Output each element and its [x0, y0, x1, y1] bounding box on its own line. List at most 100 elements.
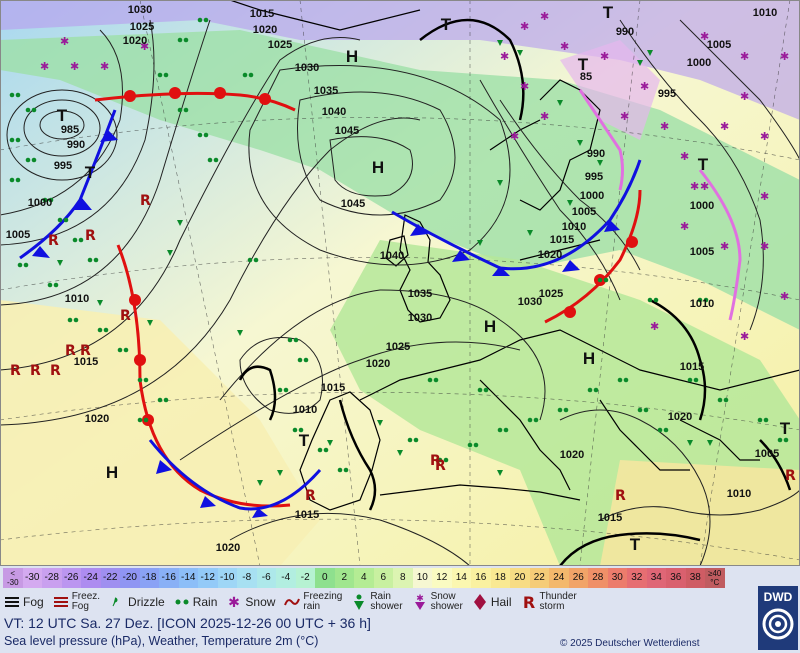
- valid-time: VT: 12 UTC Sa. 27 Dez. [ICON 2025-12-26 …: [4, 615, 371, 631]
- isobar-label: 1045: [335, 125, 359, 137]
- rain-symbol: [297, 357, 303, 363]
- low-pressure-center: T: [441, 15, 452, 34]
- rain-symbol: [163, 397, 169, 403]
- rain-symbol: [73, 317, 79, 323]
- isobar-label: 1000: [580, 190, 604, 202]
- rain-symbol: [183, 37, 189, 43]
- svg-text:✱: ✱: [416, 594, 424, 604]
- snow-symbol: ✱: [540, 10, 549, 23]
- snow-symbol: ✱: [600, 50, 609, 63]
- isobar-label: 1020: [668, 411, 692, 423]
- rain-symbol: [413, 437, 419, 443]
- scale-cell: 10: [412, 568, 432, 588]
- isobar-label: 1030: [128, 4, 152, 16]
- rain-symbol: [31, 107, 37, 113]
- thunderstorm-symbol: R: [615, 488, 626, 504]
- scale-cell: 0: [315, 568, 335, 588]
- snow-symbol: ✱: [100, 60, 109, 73]
- weather-map: ✱ ✱ ✱ ✱ ✱ ✱ ✱ ✱ ✱ ✱ ✱ ✱ ✱ ✱ ✱ ✱ ✱ ✱ ✱ ✱ ✱ ✱ ✱ ✱ ✱ ✱ ✱ ✱ ✱ ✱ ✱ ✱ R R R R R R R R…: [0, 0, 800, 567]
- isobar-label: 1015: [250, 8, 274, 20]
- scale-cell: -16: [159, 568, 179, 588]
- rain-symbol: [97, 327, 103, 333]
- isobar-label: 1015: [680, 361, 704, 373]
- isobar-label: 1010: [690, 298, 714, 310]
- legend-item-label: Snow shower: [430, 591, 463, 612]
- rain-symbol: [703, 297, 709, 303]
- rain-symbol: [293, 337, 299, 343]
- rain-shower-symbol: [277, 470, 283, 476]
- snow-symbol: ✱: [760, 130, 769, 143]
- scale-cell: 2: [334, 568, 354, 588]
- thunderstorm-symbol: R: [30, 363, 41, 379]
- rain-symbol: [48, 197, 54, 203]
- scale-cell: 32: [627, 568, 647, 588]
- high-pressure-center: H: [372, 158, 384, 177]
- snow-symbol: ✱: [520, 80, 529, 93]
- isobar-label: 1005: [690, 246, 714, 258]
- snow-symbol: ✱: [560, 40, 569, 53]
- snow-symbol: ✱: [70, 60, 79, 73]
- drizzle-icon: [108, 593, 126, 611]
- rain-symbol: [427, 377, 433, 383]
- rain-shower-symbol: [327, 440, 333, 446]
- map-description: Sea level pressure (hPa), Weather, Tempe…: [4, 634, 319, 648]
- thunderstorm-symbol: R: [65, 343, 76, 359]
- isobar-label: 1000: [687, 57, 711, 69]
- low-pressure-center: T: [698, 155, 709, 174]
- southeast-warm-air: [600, 460, 800, 566]
- low-pressure-center: T: [299, 431, 310, 450]
- rain-symbol: [78, 237, 84, 243]
- rain-shower-symbol: [567, 200, 573, 206]
- scale-cell: 12: [432, 568, 452, 588]
- rain-symbol: [67, 317, 73, 323]
- isobar-label: 1000: [690, 200, 714, 212]
- rain-shower-symbol: [647, 50, 653, 56]
- scale-cell: -4: [276, 568, 296, 588]
- rain-shower-symbol: [397, 450, 403, 456]
- snow-symbol: ✱: [720, 240, 729, 253]
- legend-item-label: Rain: [192, 595, 218, 609]
- low-pressure-center: T: [85, 163, 96, 182]
- rain-shower-symbol: [597, 160, 603, 166]
- isobar-label: 1015: [550, 234, 574, 246]
- rain-symbol: [9, 177, 15, 183]
- rain-shower-symbol: [527, 230, 533, 236]
- isobars: [0, 19, 800, 567]
- thunderstorm-symbol: R: [10, 363, 21, 379]
- rain-symbol: [757, 417, 763, 423]
- freezing-fog-icon: [52, 593, 70, 611]
- isobar-label: 1030: [518, 296, 542, 308]
- snow-symbol: ✱: [620, 110, 629, 123]
- isobar-label: 1010: [65, 293, 89, 305]
- snow-shower-icon: ✱: [411, 593, 429, 611]
- isobar-label: 1005: [572, 206, 596, 218]
- legend-item-freezing-fog: Freez. Fog: [52, 592, 100, 612]
- snow-symbol: ✱: [700, 30, 709, 43]
- rain-shower-symbol: [477, 240, 483, 246]
- scale-cell: 38: [685, 568, 705, 588]
- rain-symbol: [563, 407, 569, 413]
- isobar-label: 990: [587, 148, 605, 160]
- rain-symbol: [287, 337, 293, 343]
- rain-symbol: [283, 387, 289, 393]
- thunderstorm-symbol: R: [85, 228, 96, 244]
- isobar-label: 1030: [408, 312, 432, 324]
- legend-item-label: Freez. Fog: [71, 591, 101, 612]
- isobar-label: 1035: [408, 288, 432, 300]
- rain-symbol: [597, 277, 603, 283]
- rain-shower-icon: [350, 593, 368, 611]
- temperature-color-scale: < -30 -30 -28 -26 -24 -22 -20 -18 -16 -14 -12 -10 -8…: [3, 568, 725, 588]
- rain-symbol: [483, 387, 489, 393]
- isobar-label: 1005: [707, 39, 731, 51]
- rain-symbol: [693, 377, 699, 383]
- rain-symbol: [15, 92, 21, 98]
- isobar-label: 990: [616, 26, 634, 38]
- snow-symbol: ✱: [780, 290, 789, 303]
- pressure-labels: 1030102510201015102010251030103510401045…: [6, 4, 779, 554]
- legend-item-label: Hail: [490, 595, 512, 609]
- legend-item-rain: Rain: [173, 593, 218, 611]
- snow-symbol: ✱: [660, 120, 669, 133]
- legend-item-thunderstorm: R Thunder storm: [520, 592, 576, 613]
- rain-symbol: [303, 357, 309, 363]
- rain-symbol: [157, 397, 163, 403]
